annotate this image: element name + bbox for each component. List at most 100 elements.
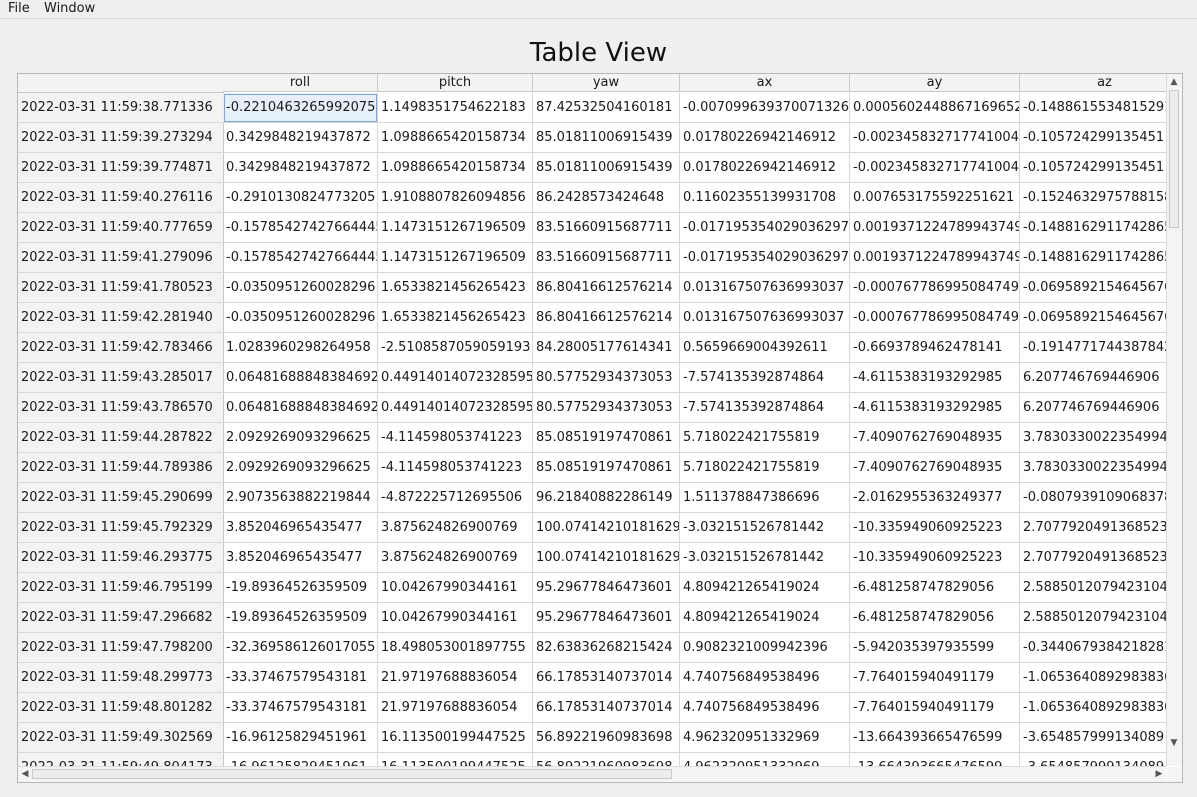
table-cell-ax[interactable]: 5.718022421755819 — [680, 453, 850, 483]
row-header[interactable]: 2022-03-31 11:59:44.789386 — [18, 453, 224, 483]
table-row[interactable]: 2022-03-31 11:59:41.780523 -0.03509512600… — [18, 273, 1166, 303]
table-cell-ax[interactable]: 5.718022421755819 — [680, 423, 850, 453]
column-header-ay[interactable]: ay — [850, 74, 1020, 92]
table-cell-pitch[interactable]: 0.44914014072328595 — [378, 393, 533, 423]
row-header[interactable]: 2022-03-31 11:59:45.792329 — [18, 513, 224, 543]
table-cell-pitch[interactable]: 1.1498351754622183 — [378, 93, 533, 123]
table-cell-yaw[interactable]: 66.17853140737014 — [533, 693, 680, 723]
table-cell-ax[interactable]: -0.017195354029036297 — [680, 243, 850, 273]
table-cell-ax[interactable]: 4.962320951332969 — [680, 723, 850, 753]
table-cell-ay[interactable]: -13.664393665476599 — [850, 723, 1020, 753]
table-cell-ay[interactable]: 0.0005602448867169652 — [850, 93, 1020, 123]
scroll-right-icon[interactable]: ▶ — [1155, 769, 1163, 779]
table-cell-yaw[interactable]: 100.07414210181629 — [533, 513, 680, 543]
row-header[interactable]: 2022-03-31 11:59:40.276116 — [18, 183, 224, 213]
row-header[interactable]: 2022-03-31 11:59:39.774871 — [18, 153, 224, 183]
table-cell-az[interactable]: -0.105724299135451 — [1020, 123, 1166, 153]
table-cell-ax[interactable]: -7.574135392874864 — [680, 363, 850, 393]
table-cell-az[interactable]: -0.14886155348152919 — [1020, 93, 1166, 123]
table-cell-roll[interactable]: 1.0283960298264958 — [223, 333, 378, 363]
table-cell-roll[interactable]: 2.0929269093296625 — [223, 453, 378, 483]
table-cell-roll[interactable]: -16.96125829451961 — [223, 753, 378, 766]
table-cell-ax[interactable]: 0.013167507636993037 — [680, 273, 850, 303]
table-cell-ay[interactable]: -10.335949060925223 — [850, 513, 1020, 543]
row-header[interactable]: 2022-03-31 11:59:38.771336 — [18, 93, 224, 123]
horizontal-scroll-thumb[interactable] — [32, 769, 672, 779]
table-cell-az[interactable]: 3.7830330022354994 — [1020, 423, 1166, 453]
row-header[interactable]: 2022-03-31 11:59:41.279096 — [18, 243, 224, 273]
table-cell-yaw[interactable]: 95.29677846473601 — [533, 603, 680, 633]
table-row[interactable]: 2022-03-31 11:59:46.795199 -19.8936452635… — [18, 573, 1166, 603]
table-cell-az[interactable]: -0.34406793842182815 — [1020, 633, 1166, 663]
table-cell-az[interactable]: -1.0653640892983836 — [1020, 693, 1166, 723]
vertical-scroll-thumb[interactable] — [1169, 90, 1179, 228]
table-cell-az[interactable]: -3.654857999134089 — [1020, 753, 1166, 766]
table-cell-roll[interactable]: -0.22104632659920753 — [223, 93, 378, 123]
table-cell-pitch[interactable]: -4.114598053741223 — [378, 423, 533, 453]
table-cell-ay[interactable]: -10.335949060925223 — [850, 543, 1020, 573]
table-cell-yaw[interactable]: 87.42532504160181 — [533, 93, 680, 123]
table-row[interactable]: 2022-03-31 11:59:40.276116 -0.29101308247… — [18, 183, 1166, 213]
table-cell-roll[interactable]: 2.0929269093296625 — [223, 423, 378, 453]
table-row[interactable]: 2022-03-31 11:59:47.798200 -32.3695861260… — [18, 633, 1166, 663]
table-cell-az[interactable]: 6.207746769446906 — [1020, 393, 1166, 423]
row-header[interactable]: 2022-03-31 11:59:45.290699 — [18, 483, 224, 513]
table-cell-pitch[interactable]: 10.04267990344161 — [378, 603, 533, 633]
table-cell-ax[interactable]: 1.511378847386696 — [680, 483, 850, 513]
table-cell-pitch[interactable]: 16.113500199447525 — [378, 723, 533, 753]
table-row[interactable]: 2022-03-31 11:59:41.279096 -0.15785427427… — [18, 243, 1166, 273]
table-cell-yaw[interactable]: 85.08519197470861 — [533, 423, 680, 453]
menu-window[interactable]: Window — [44, 1, 96, 16]
table-cell-roll[interactable]: -33.37467579543181 — [223, 693, 378, 723]
table-cell-ax[interactable]: 4.809421265419024 — [680, 573, 850, 603]
horizontal-scrollbar[interactable]: ◀ ▶ — [18, 766, 1166, 782]
table-row[interactable]: 2022-03-31 11:59:39.774871 0.342984821943… — [18, 153, 1166, 183]
table-cell-yaw[interactable]: 83.51660915687711 — [533, 243, 680, 273]
table-cell-ay[interactable]: -4.6115383193292985 — [850, 393, 1020, 423]
table-cell-pitch[interactable]: -2.5108587059059193 — [378, 333, 533, 363]
table-cell-roll[interactable]: 0.06481688848384692 — [223, 363, 378, 393]
table-cell-roll[interactable]: -32.369586126017055 — [223, 633, 378, 663]
table-cell-yaw[interactable]: 86.80416612576214 — [533, 273, 680, 303]
table-cell-pitch[interactable]: 21.97197688836054 — [378, 693, 533, 723]
table-row[interactable]: 2022-03-31 11:59:42.281940 -0.03509512600… — [18, 303, 1166, 333]
table-cell-pitch[interactable]: 3.875624826900769 — [378, 513, 533, 543]
table-cell-ax[interactable]: -0.017195354029036297 — [680, 213, 850, 243]
table-cell-az[interactable]: -0.14881629117428652 — [1020, 243, 1166, 273]
table-cell-pitch[interactable]: -4.114598053741223 — [378, 453, 533, 483]
table-row[interactable]: 2022-03-31 11:59:45.290699 2.907356388221… — [18, 483, 1166, 513]
table-row[interactable]: 2022-03-31 11:59:49.302569 -16.9612582945… — [18, 723, 1166, 753]
table-cell-yaw[interactable]: 85.08519197470861 — [533, 453, 680, 483]
table-cell-ay[interactable]: -13.664393665476599 — [850, 753, 1020, 766]
table-cell-az[interactable]: -0.15246329757881583 — [1020, 183, 1166, 213]
table-cell-pitch[interactable]: 3.875624826900769 — [378, 543, 533, 573]
menu-file[interactable]: File — [8, 1, 30, 16]
table-cell-ay[interactable]: -7.4090762769048935 — [850, 423, 1020, 453]
table-cell-ax[interactable]: -0.007099639370071326 — [680, 93, 850, 123]
table-cell-yaw[interactable]: 85.01811006915439 — [533, 153, 680, 183]
column-header-roll[interactable]: roll — [223, 74, 378, 92]
table-row[interactable]: 2022-03-31 11:59:47.296682 -19.8936452635… — [18, 603, 1166, 633]
table-cell-yaw[interactable]: 80.57752934373053 — [533, 393, 680, 423]
table-cell-roll[interactable]: -19.89364526359509 — [223, 603, 378, 633]
table-cell-az[interactable]: -0.105724299135451 — [1020, 153, 1166, 183]
table-cell-ay[interactable]: -4.6115383193292985 — [850, 363, 1020, 393]
scroll-down-icon[interactable]: ▼ — [1170, 738, 1178, 748]
table-cell-ax[interactable]: 0.01780226942146912 — [680, 123, 850, 153]
table-cell-pitch[interactable]: -4.872225712695506 — [378, 483, 533, 513]
row-header[interactable]: 2022-03-31 11:59:43.786570 — [18, 393, 224, 423]
row-header[interactable]: 2022-03-31 11:59:49.804173 — [18, 753, 224, 766]
table-cell-pitch[interactable]: 1.6533821456265423 — [378, 303, 533, 333]
table-cell-roll[interactable]: 3.852046965435477 — [223, 543, 378, 573]
table-cell-yaw[interactable]: 56.89221960983698 — [533, 723, 680, 753]
table-cell-az[interactable]: 2.5885012079423104 — [1020, 573, 1166, 603]
row-header[interactable]: 2022-03-31 11:59:48.801282 — [18, 693, 224, 723]
table-cell-roll[interactable]: -0.2910130824773205 — [223, 183, 378, 213]
table-cell-ax[interactable]: 0.01780226942146912 — [680, 153, 850, 183]
table-row[interactable]: 2022-03-31 11:59:44.287822 2.092926909329… — [18, 423, 1166, 453]
table-cell-ay[interactable]: -0.0023458327177410046 — [850, 153, 1020, 183]
table-cell-pitch[interactable]: 1.1473151267196509 — [378, 213, 533, 243]
row-header[interactable]: 2022-03-31 11:59:46.293775 — [18, 543, 224, 573]
table-cell-ax[interactable]: -3.032151526781442 — [680, 513, 850, 543]
table-cell-ax[interactable]: 4.962320951332969 — [680, 753, 850, 766]
